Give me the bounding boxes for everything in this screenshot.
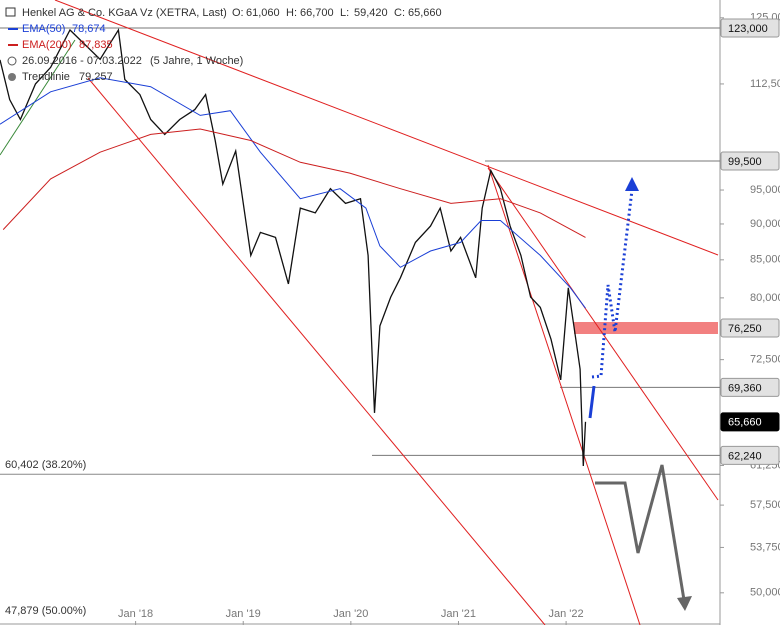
period: 26.09.2016 - 07.03.2022 (22, 55, 142, 67)
level-box (720, 318, 780, 338)
fib-label: 47,879 (50.00%) (5, 605, 86, 617)
interval: (5 Jahre, 1 Woche) (150, 55, 243, 67)
ohlc-value: 59,420 (354, 7, 388, 19)
green-trendline (0, 39, 76, 156)
forecast-arrowhead (625, 177, 639, 191)
y-tick-label: 57,500 (750, 499, 780, 511)
y-tick-label: 85,000 (750, 254, 780, 266)
red-trendline (54, 0, 719, 256)
y-tick-label: 50,000 (750, 587, 780, 599)
level-label: 76,250 (728, 323, 762, 335)
forecast-line (588, 385, 596, 419)
y-tick-label: 53,750 (750, 541, 780, 553)
forecast-dotted (591, 189, 634, 379)
legend-value: 87,835 (79, 39, 113, 51)
scenario-line (595, 464, 686, 601)
ohlc-name: C: (394, 7, 405, 19)
ema-line (0, 77, 586, 309)
x-tick-label: Jan '18 (118, 608, 153, 620)
level-label: 99,500 (728, 156, 762, 168)
scenario-arrowhead (677, 596, 692, 611)
legend-label: Trendlinie (22, 71, 70, 83)
level-label: 62,240 (728, 450, 762, 462)
ema-line (2, 128, 586, 238)
legend-value: 79,257 (79, 71, 113, 83)
x-tick-label: Jan '20 (333, 608, 368, 620)
ohlc-value: 65,660 (408, 7, 442, 19)
y-tick-label: 95,000 (750, 184, 780, 196)
x-tick-label: Jan '22 (549, 608, 584, 620)
y-tick-label: 72,500 (750, 354, 780, 366)
level-box (720, 377, 780, 397)
price-line (0, 28, 587, 467)
level-label: 69,360 (728, 382, 762, 394)
x-tick-label: Jan '21 (441, 608, 476, 620)
red-trendline (87, 77, 546, 625)
trendline-icon (8, 73, 16, 81)
level-label: 123,000 (728, 23, 768, 35)
drawings (0, 0, 719, 625)
clock-icon (7, 56, 17, 66)
resistance-zone (574, 322, 718, 335)
level-label: 65,660 (728, 417, 762, 429)
level-box (720, 18, 780, 38)
fib-label: 60,402 (38.20%) (5, 459, 86, 471)
legend-label: EMA(50) (22, 23, 65, 35)
x-tick-label: Jan '19 (226, 608, 261, 620)
level-box (720, 151, 780, 171)
level-box (720, 412, 780, 432)
y-tick-label: 112,500 (750, 78, 780, 90)
level-box (720, 445, 780, 465)
y-tick-label: 80,000 (750, 292, 780, 304)
ohlc-value: 66,700 (300, 7, 334, 19)
legend: Henkel AG & Co. KGaA Vz (XETRA, Last) EM… (5, 7, 442, 83)
y-tick-label: 90,000 (750, 218, 780, 230)
legend-label: EMA(200) (22, 39, 72, 51)
ohlc-name: L: (340, 7, 349, 19)
legend-value: 78,674 (72, 23, 106, 35)
chart-title: Henkel AG & Co. KGaA Vz (XETRA, Last) (22, 7, 227, 19)
chart-icon (5, 7, 16, 17)
red-trendline (487, 164, 641, 625)
ohlc-name: H: (286, 7, 297, 19)
ohlc-name: O: (232, 7, 244, 19)
ohlc-value: 61,060 (246, 7, 280, 19)
